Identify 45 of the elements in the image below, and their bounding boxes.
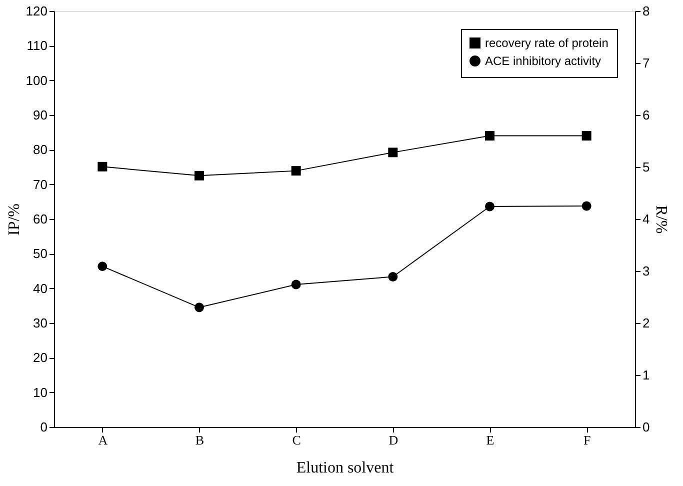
point [388, 148, 398, 158]
point [485, 202, 494, 212]
y2-tick-label: 4 [642, 212, 650, 226]
legend-label: ACE inhibitory activity [485, 54, 602, 68]
point [388, 272, 398, 282]
y2-tick-label: 7 [642, 56, 650, 70]
y-tick-label: 90 [33, 108, 48, 122]
y2-tick-label: 8 [642, 4, 650, 18]
y-tick-label: 10 [33, 384, 48, 400]
x-tick-label: C [292, 432, 301, 448]
x-tick-label: B [195, 432, 204, 448]
y2-tick-label: 2 [642, 316, 650, 330]
point [194, 302, 204, 312]
y-tick-label: 30 [33, 316, 48, 330]
x-axis-title: Elution solvent [296, 460, 394, 476]
y-tick-label: 100 [26, 72, 48, 88]
y-tick-label: 70 [33, 176, 48, 192]
y2-tick-label: 5 [642, 160, 650, 174]
point [582, 201, 592, 211]
x-tick-label: F [583, 432, 591, 448]
y-tick-label: 110 [26, 38, 48, 54]
y-tick-label: 120 [26, 4, 48, 18]
y-tick-label: 50 [33, 246, 48, 262]
y2-tick-label: 3 [642, 264, 650, 278]
point [291, 280, 301, 290]
y2-tick-label: 1 [642, 368, 650, 382]
point [98, 162, 108, 172]
legend-label: recovery rate of protein [485, 36, 608, 50]
x-tick-label: E [486, 432, 494, 448]
y2-tick-label: 0 [642, 420, 650, 434]
y-tick-label: 0 [40, 420, 48, 434]
y-axis-title: IP/% [6, 204, 23, 236]
point [291, 166, 301, 176]
y-tick-label: 40 [33, 280, 48, 296]
y-tick-label: 80 [33, 142, 48, 158]
x-tick-label: D [388, 432, 398, 448]
y-tick-label: 20 [33, 350, 48, 366]
point [485, 131, 494, 141]
x-tick-label: A [98, 432, 108, 448]
point [582, 131, 592, 141]
point [194, 170, 204, 180]
point [98, 262, 108, 272]
y2-axis-title: R/% [652, 205, 670, 234]
y-tick-label: 60 [33, 212, 48, 226]
y2-tick-label: 6 [642, 108, 650, 122]
